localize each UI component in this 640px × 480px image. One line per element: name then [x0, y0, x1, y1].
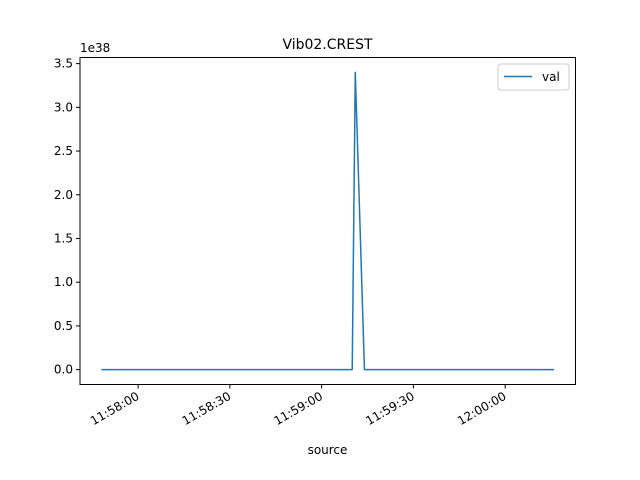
chart-title: Vib02.CREST [282, 37, 373, 53]
y-tick-label: 1.5 [54, 231, 73, 245]
y-tick-label: 3.0 [54, 100, 73, 114]
series-line-val [101, 71, 555, 371]
y-axis: 0.0 0.5 1.0 1.5 2.0 2.5 3.0 3.5 [54, 57, 80, 377]
series-layer [101, 71, 555, 371]
y-scale-multiplier: 1e38 [80, 41, 110, 55]
legend-label-val: val [542, 70, 560, 84]
y-tick-label: 2.0 [54, 188, 73, 202]
plot-area [79, 57, 576, 385]
y-tick-label: 0.0 [54, 363, 73, 377]
y-tick-label: 2.5 [54, 144, 73, 158]
y-tick-label: 1.0 [54, 275, 73, 289]
legend-box [497, 63, 570, 91]
y-tick-label: 0.5 [54, 319, 73, 333]
legend: val [497, 63, 570, 91]
x-axis-label: source [308, 443, 348, 457]
y-tick-label: 3.5 [54, 57, 73, 71]
axes-frame [79, 57, 576, 385]
